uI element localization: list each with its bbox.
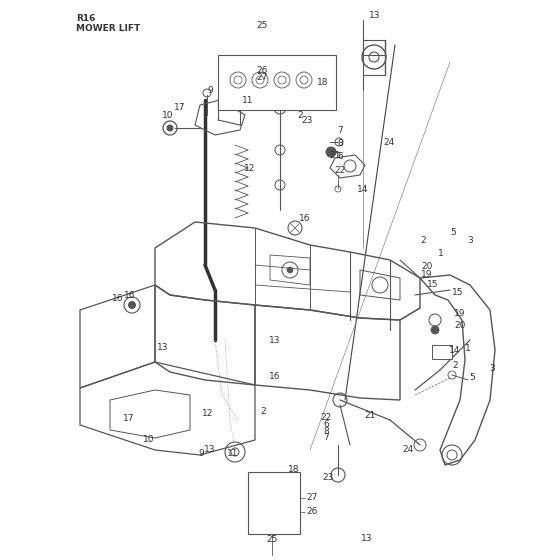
Text: 10: 10 <box>143 435 154 444</box>
Text: 9: 9 <box>207 86 213 95</box>
Text: 3: 3 <box>489 363 495 372</box>
Text: 10: 10 <box>162 110 174 119</box>
Bar <box>432 345 452 359</box>
Text: 22: 22 <box>334 166 346 175</box>
Text: 8: 8 <box>324 427 329 436</box>
Text: 23: 23 <box>301 116 312 125</box>
Text: 3: 3 <box>468 236 473 245</box>
Circle shape <box>431 326 439 334</box>
Text: 24: 24 <box>403 446 414 455</box>
Text: 7: 7 <box>324 433 329 442</box>
Text: 19: 19 <box>454 309 466 318</box>
Text: 13: 13 <box>157 343 168 352</box>
Text: 23: 23 <box>323 474 334 483</box>
Bar <box>248 472 300 534</box>
Text: 26: 26 <box>306 507 318 516</box>
Text: MOWER LIFT: MOWER LIFT <box>76 24 140 32</box>
Bar <box>218 55 336 110</box>
Text: 26: 26 <box>256 66 268 74</box>
Text: 20: 20 <box>454 320 466 329</box>
Text: 13: 13 <box>204 446 216 455</box>
Text: 21: 21 <box>365 410 376 419</box>
Text: 2: 2 <box>420 236 426 245</box>
Text: 16: 16 <box>269 372 280 381</box>
Text: 7: 7 <box>337 125 343 134</box>
Text: 21: 21 <box>329 151 340 160</box>
Text: 18: 18 <box>288 465 300 474</box>
Text: 13: 13 <box>361 534 372 543</box>
Text: R16: R16 <box>76 13 95 22</box>
Text: 9: 9 <box>199 449 204 458</box>
Text: 2: 2 <box>452 361 458 370</box>
Text: 16: 16 <box>124 291 136 300</box>
Text: 25: 25 <box>256 21 268 30</box>
Text: 19: 19 <box>421 270 432 279</box>
Text: 22: 22 <box>321 413 332 422</box>
Text: 8: 8 <box>337 138 343 147</box>
Text: 6: 6 <box>337 152 343 161</box>
Text: 18: 18 <box>318 77 329 86</box>
Text: 27: 27 <box>256 73 268 82</box>
Text: 27: 27 <box>306 493 318 502</box>
Text: 12: 12 <box>244 164 256 172</box>
Text: 14: 14 <box>449 346 461 354</box>
Text: 16: 16 <box>112 293 124 302</box>
Text: 13: 13 <box>269 336 280 345</box>
Text: 5: 5 <box>469 374 475 382</box>
Text: 12: 12 <box>202 409 213 418</box>
Circle shape <box>326 147 336 157</box>
Text: 5: 5 <box>451 228 456 237</box>
Text: 1: 1 <box>465 343 471 352</box>
Text: 2: 2 <box>260 407 266 416</box>
Text: 17: 17 <box>174 102 186 111</box>
Text: 17: 17 <box>123 414 134 423</box>
Text: 25: 25 <box>267 535 278 544</box>
Text: 15: 15 <box>452 287 464 296</box>
Text: 2: 2 <box>297 110 303 119</box>
Text: 1: 1 <box>438 249 444 258</box>
Text: 13: 13 <box>369 11 381 20</box>
Text: 15: 15 <box>427 280 438 289</box>
Text: 14: 14 <box>357 185 368 194</box>
Circle shape <box>167 125 173 131</box>
Text: 11: 11 <box>242 96 254 105</box>
Text: 16: 16 <box>299 213 311 222</box>
Circle shape <box>128 301 136 309</box>
Circle shape <box>287 267 293 273</box>
Text: 11: 11 <box>227 449 238 458</box>
Text: 20: 20 <box>421 262 432 271</box>
Text: 6: 6 <box>324 420 329 429</box>
Text: 24: 24 <box>384 138 395 147</box>
